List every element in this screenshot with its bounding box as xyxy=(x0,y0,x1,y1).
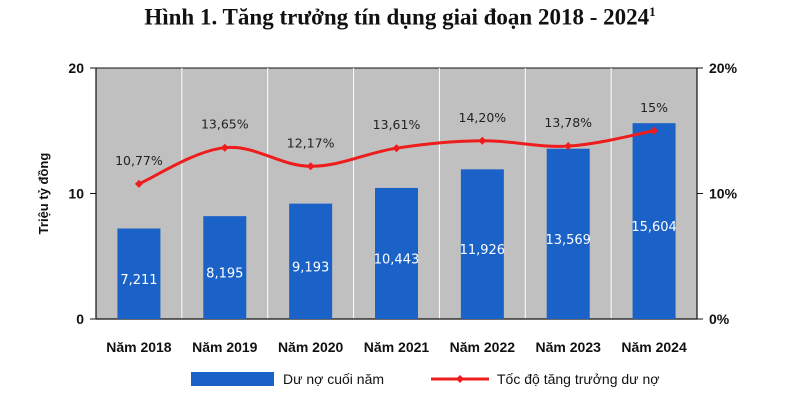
bar-value-label: 8,195 xyxy=(206,267,243,282)
line-point xyxy=(134,179,143,188)
bar xyxy=(203,216,247,319)
line-value-label: 13,78% xyxy=(544,115,592,130)
line-point xyxy=(392,144,401,153)
line-point xyxy=(650,126,659,135)
bar xyxy=(632,123,676,319)
bar-value-label: 10,443 xyxy=(374,252,420,267)
y2-tick-label: 20% xyxy=(709,60,738,76)
line-value-label: 12,17% xyxy=(287,135,335,150)
bar-value-label: 9,193 xyxy=(292,260,329,275)
bar xyxy=(460,169,504,319)
chart-title: Hình 1. Tăng trưởng tín dụng giai đoạn 2… xyxy=(0,4,800,31)
x-tick-label: Năm 2018 xyxy=(106,339,172,355)
y-axis-title: Triệu tỷ đồng xyxy=(36,153,51,235)
line-point xyxy=(306,162,315,171)
bar xyxy=(546,148,590,319)
line-point xyxy=(478,136,487,145)
x-tick-label: Năm 2019 xyxy=(192,339,258,355)
line-point xyxy=(564,142,573,151)
line-value-label: 10,77% xyxy=(115,153,163,168)
bar-value-label: 15,604 xyxy=(631,220,677,235)
line-value-label: 15% xyxy=(640,100,668,115)
legend-line-marker xyxy=(456,375,464,383)
bar xyxy=(289,203,333,319)
line-point xyxy=(220,143,229,152)
x-tick-label: Năm 2021 xyxy=(364,339,430,355)
line-value-label: 13,65% xyxy=(201,117,249,132)
bar-value-label: 13,569 xyxy=(545,233,591,248)
y2-tick-label: 10% xyxy=(709,186,738,202)
legend-bar-swatch xyxy=(191,372,274,386)
bar xyxy=(375,187,418,319)
chart-title-text: Hình 1. Tăng trưởng tín dụng giai đoạn 2… xyxy=(144,4,650,30)
line-value-label: 14,20% xyxy=(459,110,507,125)
bar xyxy=(117,228,161,319)
y-tick-label: 10 xyxy=(68,186,84,202)
line-value-label: 13,61% xyxy=(373,117,421,132)
x-tick-label: Năm 2023 xyxy=(536,339,602,355)
bar-value-label: 7,211 xyxy=(120,273,157,288)
y2-tick-label: 0% xyxy=(709,311,730,327)
y-tick-label: 0 xyxy=(76,311,84,327)
y-tick-label: 20 xyxy=(68,60,84,76)
x-tick-label: Năm 2024 xyxy=(621,339,687,355)
bar-value-label: 11,926 xyxy=(460,243,506,258)
x-tick-label: Năm 2022 xyxy=(450,339,516,355)
legend-line-label: Tốc độ tăng trưởng dư nợ xyxy=(497,371,659,387)
x-tick-label: Năm 2020 xyxy=(278,339,344,355)
legend-bar-label: Dư nợ cuối năm xyxy=(283,371,384,387)
chart-title-footnote: 1 xyxy=(649,4,656,19)
